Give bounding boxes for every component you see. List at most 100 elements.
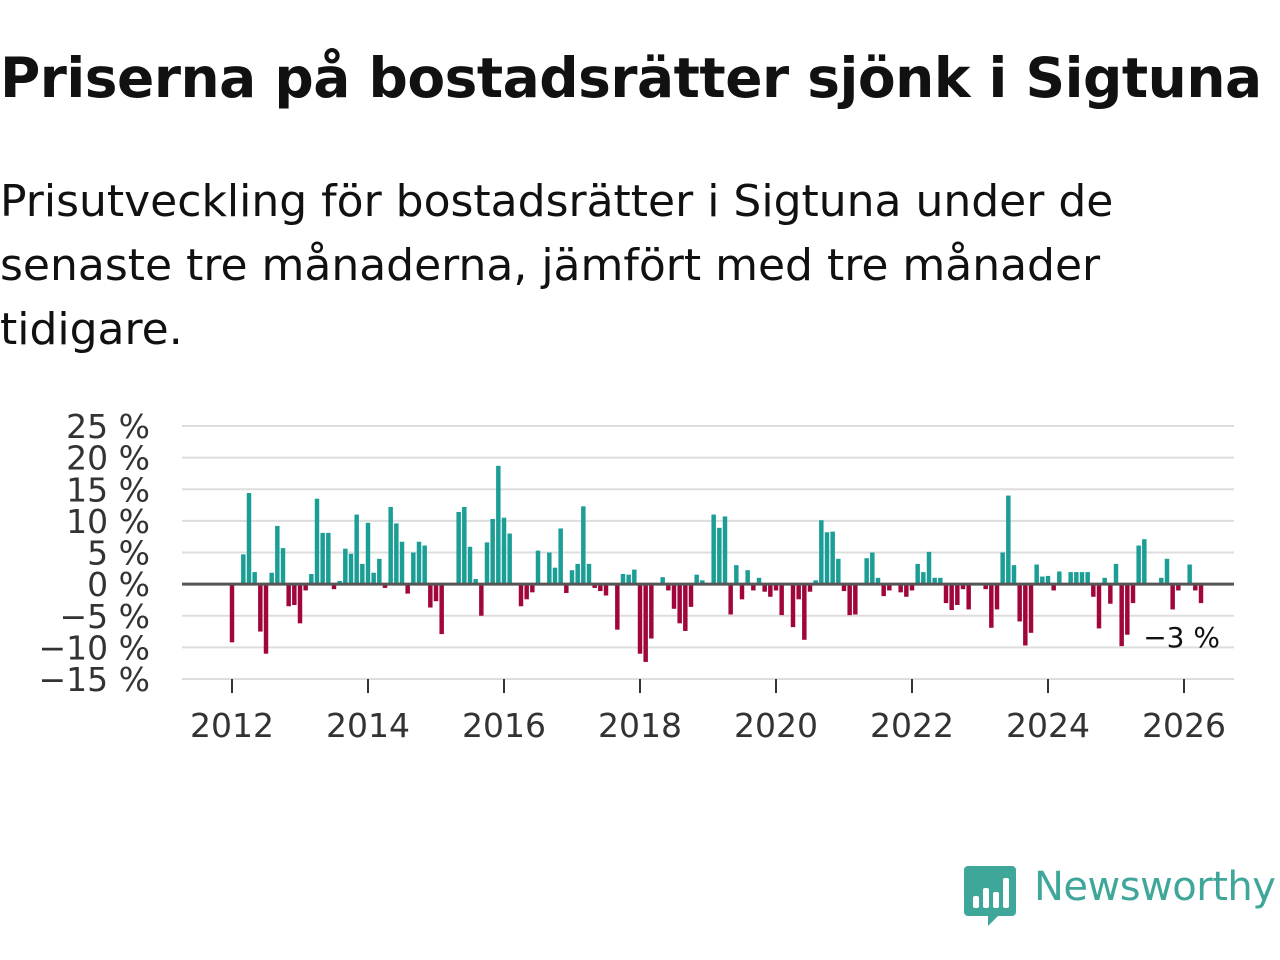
bar: [745, 570, 750, 585]
bar: [1096, 584, 1102, 629]
bar: [728, 584, 733, 615]
bar: [796, 584, 801, 600]
bar: [847, 584, 852, 616]
bar: [626, 574, 631, 585]
bar: [484, 542, 490, 585]
bar: [966, 584, 971, 610]
bar: [1006, 495, 1011, 585]
bar: [1176, 584, 1181, 591]
bar: [853, 584, 858, 615]
bar: [382, 584, 388, 588]
bar: [649, 584, 654, 639]
bar: [569, 570, 575, 585]
bar: [756, 577, 762, 585]
bar: [660, 577, 665, 585]
bar: [416, 541, 422, 585]
bar: [547, 552, 552, 585]
x-axis-ticks: 2012 2014 2016 2018 2020 2022 2024 2026: [190, 679, 1226, 745]
bar: [1040, 576, 1045, 585]
bar: [1108, 584, 1113, 604]
bar: [790, 584, 796, 628]
bar: [473, 579, 478, 585]
bar: [1130, 584, 1136, 604]
bar: [297, 584, 303, 624]
bar: [598, 584, 603, 592]
y-tick-label: 5 %: [87, 534, 150, 573]
bar: [620, 574, 626, 585]
bar: [688, 584, 694, 607]
bar: [280, 548, 286, 585]
x-tick-label: 2022: [870, 706, 954, 745]
bar: [881, 584, 886, 597]
bar: [507, 533, 512, 585]
newsworthy-logo[interactable]: Newsworthy: [964, 862, 1280, 928]
bar: [1011, 565, 1017, 585]
bar: [932, 577, 937, 585]
y-tick-label: 20 %: [66, 439, 150, 478]
x-tick-label: 2018: [598, 706, 682, 745]
bar: [1068, 572, 1073, 585]
bar: [836, 558, 841, 585]
bar: [1198, 584, 1204, 604]
x-tick-label: 2014: [326, 706, 410, 745]
bar: [263, 584, 269, 654]
bar: [960, 584, 966, 590]
bar: [314, 498, 320, 585]
bar: [1079, 572, 1085, 585]
bar: [252, 572, 257, 585]
bar: [337, 580, 342, 585]
bar: [552, 567, 558, 585]
y-axis-ticks: 25 %20 %15 %10 %5 %0 %−5 %−10 %−15 %: [39, 407, 151, 699]
bar: [365, 522, 371, 585]
x-tick-label: 2020: [734, 706, 818, 745]
bar: [904, 584, 909, 597]
y-tick-label: 25 %: [66, 407, 150, 446]
bar: [558, 528, 563, 585]
bar: [615, 584, 620, 630]
bar: [909, 584, 915, 591]
bar: [303, 584, 308, 591]
bar: [575, 563, 580, 585]
bar: [643, 584, 648, 662]
y-tick-label: 15 %: [66, 470, 150, 509]
chart-title: Priserna på bostadsrätter sjönk i Sigtun…: [0, 46, 1262, 110]
bar: [1125, 584, 1130, 635]
bar: [1085, 572, 1090, 585]
bar: [490, 518, 495, 585]
bar: [496, 465, 501, 585]
y-tick-label: 0 %: [87, 565, 150, 604]
bar: [229, 584, 235, 643]
bar: [439, 584, 444, 635]
bar: [983, 584, 988, 590]
bar: [1187, 564, 1192, 585]
bar: [841, 584, 847, 592]
bar: [762, 584, 767, 592]
bar: [677, 584, 682, 624]
bar: [422, 545, 427, 585]
brand-name: Newsworthy: [1034, 864, 1276, 910]
bar: [926, 551, 932, 585]
bar: [637, 584, 643, 654]
bar: [989, 584, 994, 628]
bar: [921, 572, 926, 585]
bar: [994, 584, 1000, 610]
bar: [700, 580, 705, 585]
bar: [360, 563, 365, 585]
bar: [1159, 577, 1164, 585]
bar: [246, 493, 252, 585]
bar: [898, 584, 903, 593]
bar: [411, 552, 416, 585]
bar: [1113, 563, 1119, 585]
bar: [824, 532, 830, 585]
bar: [394, 523, 399, 585]
bar: [887, 584, 892, 591]
bar: [1000, 552, 1005, 585]
bars: [229, 465, 1204, 662]
bar: [603, 584, 609, 596]
bar: [433, 584, 439, 602]
bar: [1164, 558, 1170, 585]
bar: [717, 527, 722, 585]
bar: [326, 532, 331, 585]
bar: [241, 554, 246, 585]
bar: [530, 584, 535, 593]
